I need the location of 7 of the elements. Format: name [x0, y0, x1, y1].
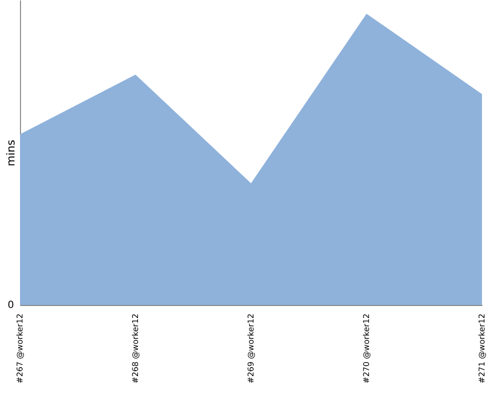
x-tick-label: #269 @worker12	[246, 314, 256, 384]
y-axis-title: mins	[4, 140, 18, 166]
x-tick-label: #270 @worker12	[362, 314, 371, 384]
x-tick-label: #267 @worker12	[16, 314, 24, 384]
text: 0	[8, 300, 14, 311]
x-tick-label: #271 @worker12	[478, 314, 486, 384]
x-tick-label: #268 @worker12	[131, 314, 140, 384]
